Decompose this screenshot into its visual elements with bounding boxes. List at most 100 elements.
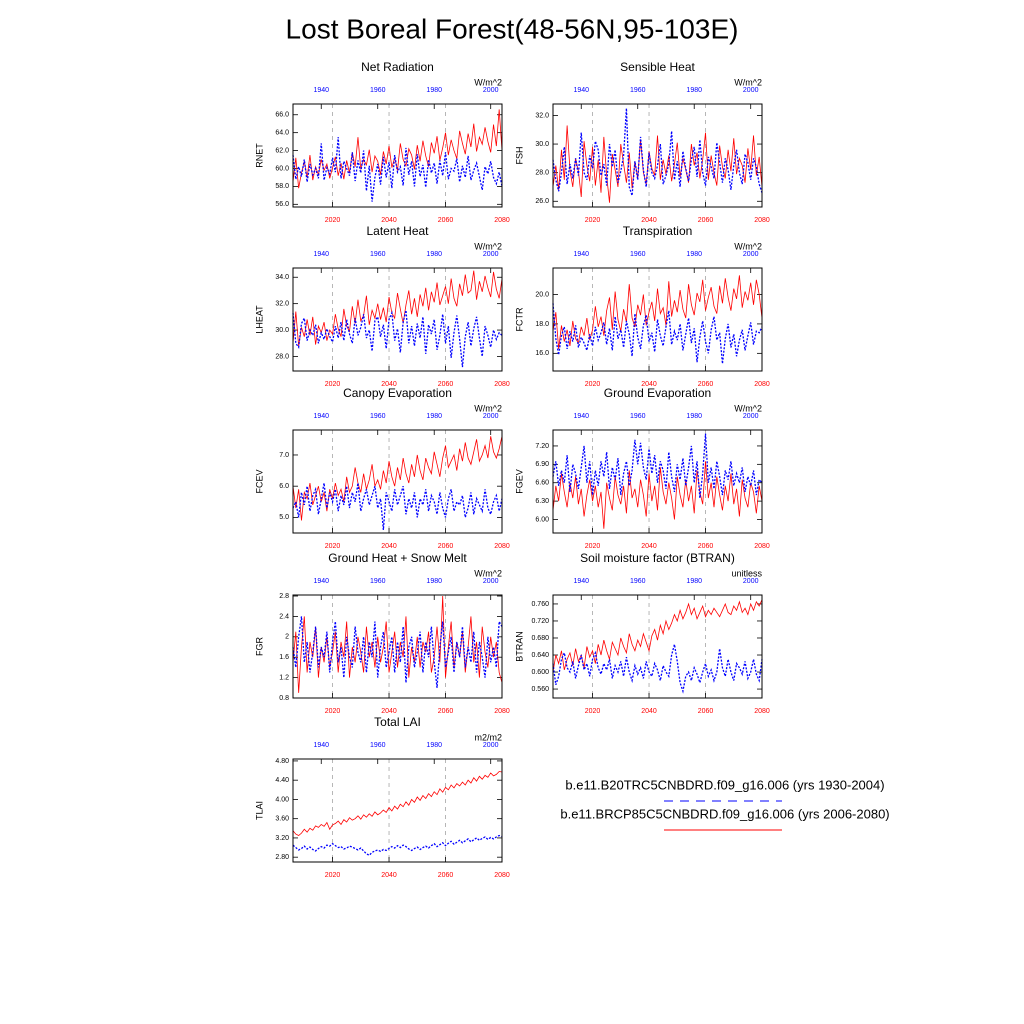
x2-tick-label: 1960 xyxy=(370,251,386,258)
plot-frame xyxy=(552,429,763,534)
x2-tick-label: 2000 xyxy=(743,578,759,585)
panel-title: Ground Heat + Snow Melt xyxy=(328,551,467,565)
units-label: W/m^2 xyxy=(734,77,762,87)
y-tick-label: 26.0 xyxy=(535,198,549,205)
x2-tick-label: 1980 xyxy=(686,578,702,585)
data-line xyxy=(292,109,503,189)
y-tick-label: 4.80 xyxy=(275,758,289,765)
y-tick-label: 2.4 xyxy=(279,613,289,620)
x-tick-label: 2060 xyxy=(438,708,454,715)
y-axis-label: FCEV xyxy=(254,469,264,493)
y-axis-label: TLAI xyxy=(254,801,264,820)
y-tick-label: 2.80 xyxy=(275,854,289,861)
x-tick-label: 2080 xyxy=(494,708,510,715)
x-tick-label: 2080 xyxy=(754,217,770,224)
data-line xyxy=(292,137,503,202)
y-tick-label: 56.0 xyxy=(275,201,289,208)
y-tick-label: 32.0 xyxy=(275,300,289,307)
x2-tick-label: 2000 xyxy=(483,578,499,585)
y-tick-label: 28.0 xyxy=(535,170,549,177)
data-line xyxy=(552,644,763,694)
x2-tick-label: 1980 xyxy=(686,413,702,420)
data-line xyxy=(292,270,503,346)
y-tick-label: 0.720 xyxy=(531,618,549,625)
y-tick-label: 32.0 xyxy=(535,112,549,119)
x-tick-label: 2060 xyxy=(438,217,454,224)
x-tick-label: 2080 xyxy=(494,381,510,388)
x-tick-label: 2060 xyxy=(698,543,714,550)
x2-tick-label: 1960 xyxy=(630,87,646,94)
y-tick-label: 6.0 xyxy=(279,483,289,490)
y-tick-label: 16.0 xyxy=(535,350,549,357)
x-tick-label: 2040 xyxy=(641,217,657,224)
x-tick-label: 2040 xyxy=(641,381,657,388)
x2-tick-label: 2000 xyxy=(743,87,759,94)
units-label: W/m^2 xyxy=(474,77,502,87)
x2-tick-label: 1940 xyxy=(573,251,589,258)
x-tick-label: 2020 xyxy=(585,708,601,715)
plot-frame xyxy=(292,267,503,372)
plot-frame xyxy=(292,758,503,863)
plot-frame xyxy=(292,429,503,534)
y-tick-label: 6.60 xyxy=(535,480,549,487)
x-tick-label: 2020 xyxy=(585,217,601,224)
y-tick-label: 64.0 xyxy=(275,130,289,137)
panel-title: Latent Heat xyxy=(366,224,429,238)
y-tick-label: 0.560 xyxy=(531,686,549,693)
y-tick-label: 7.0 xyxy=(279,452,289,459)
x-tick-label: 2080 xyxy=(494,872,510,879)
plot-frame xyxy=(552,267,763,372)
x2-tick-label: 1940 xyxy=(313,87,329,94)
y-tick-label: 3.60 xyxy=(275,816,289,823)
y-tick-label: 30.0 xyxy=(275,327,289,334)
x2-tick-label: 1940 xyxy=(313,578,329,585)
plot-frame xyxy=(292,594,503,699)
x-tick-label: 2040 xyxy=(641,543,657,550)
x2-tick-label: 1940 xyxy=(573,87,589,94)
data-line xyxy=(292,596,503,693)
units-label: W/m^2 xyxy=(474,403,502,413)
x2-tick-label: 1980 xyxy=(686,87,702,94)
data-line xyxy=(552,108,763,196)
plot-frame xyxy=(552,594,763,699)
y-tick-label: 66.0 xyxy=(275,112,289,119)
panel-title: Transpiration xyxy=(623,224,693,238)
y-tick-label: 6.30 xyxy=(535,498,549,505)
y-tick-label: 3.20 xyxy=(275,835,289,842)
x2-tick-label: 2000 xyxy=(483,87,499,94)
units-label: W/m^2 xyxy=(734,241,762,251)
y-axis-label: FGR xyxy=(254,637,264,656)
y-axis-label: FSH xyxy=(514,147,524,165)
x-tick-label: 2040 xyxy=(381,708,397,715)
x2-tick-label: 1980 xyxy=(426,742,442,749)
x-tick-label: 2060 xyxy=(438,381,454,388)
x-tick-label: 2080 xyxy=(494,217,510,224)
x2-tick-label: 1940 xyxy=(573,578,589,585)
x2-tick-label: 1940 xyxy=(313,413,329,420)
plot-frame xyxy=(552,103,763,208)
x2-tick-label: 1960 xyxy=(370,413,386,420)
y-tick-label: 1.6 xyxy=(279,654,289,661)
y-tick-label: 4.00 xyxy=(275,796,289,803)
y-axis-label: LHEAT xyxy=(254,305,264,334)
y-tick-label: 5.0 xyxy=(279,514,289,521)
x-tick-label: 2060 xyxy=(698,708,714,715)
x-tick-label: 2020 xyxy=(325,708,341,715)
y-tick-label: 2 xyxy=(285,634,289,641)
x-tick-label: 2020 xyxy=(325,217,341,224)
units-label: unitless xyxy=(731,568,762,578)
x-tick-label: 2080 xyxy=(754,708,770,715)
data-line xyxy=(552,433,763,499)
y-tick-label: 20.0 xyxy=(535,291,549,298)
y-tick-label: 62.0 xyxy=(275,147,289,154)
y-tick-label: 30.0 xyxy=(535,141,549,148)
x2-tick-label: 2000 xyxy=(743,251,759,258)
x2-tick-label: 1960 xyxy=(370,742,386,749)
x2-tick-label: 2000 xyxy=(483,251,499,258)
x2-tick-label: 2000 xyxy=(483,413,499,420)
y-tick-label: 2.8 xyxy=(279,593,289,600)
x-tick-label: 2040 xyxy=(381,543,397,550)
x2-tick-label: 1960 xyxy=(370,87,386,94)
